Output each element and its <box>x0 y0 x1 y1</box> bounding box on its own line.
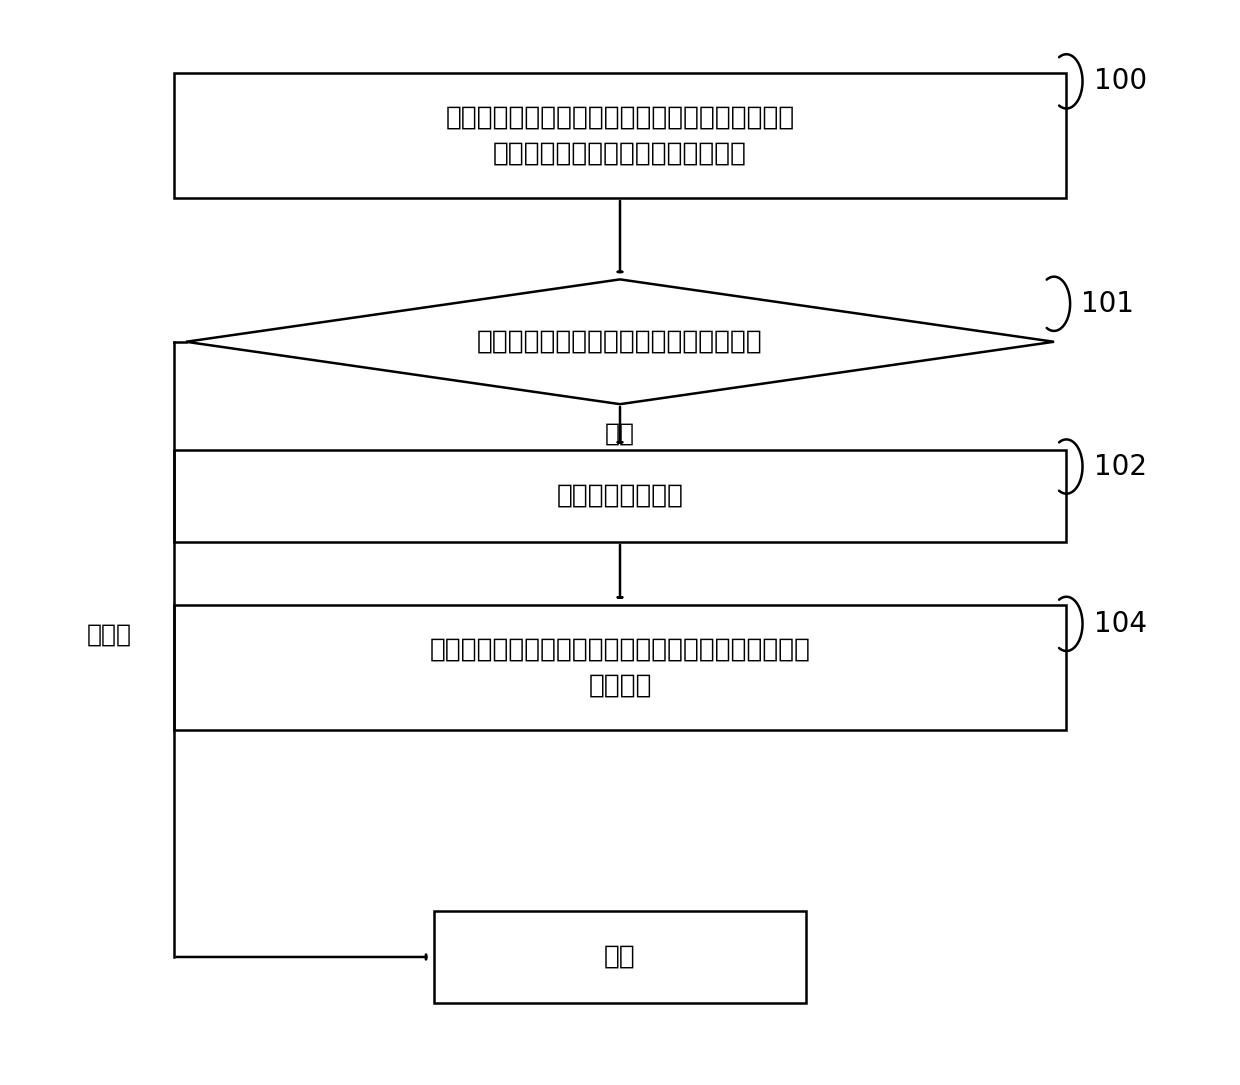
Text: 基于收到的终端日志和对应的所述网络设备标识，定位
网络故障: 基于收到的终端日志和对应的所述网络设备标识，定位 网络故障 <box>429 636 811 699</box>
Text: 不合法: 不合法 <box>87 623 131 647</box>
Bar <box>174 450 1066 541</box>
Bar <box>174 74 1066 197</box>
Bar <box>434 911 806 1003</box>
Text: 104: 104 <box>1094 610 1147 638</box>
Text: 101: 101 <box>1081 290 1135 318</box>
Text: 接收获取网络设备标识的请求信息；所述网络设备
标识，用于唯一标识对应的网络设备: 接收获取网络设备标识的请求信息；所述网络设备 标识，用于唯一标识对应的网络设备 <box>445 104 795 167</box>
Text: 100: 100 <box>1094 67 1147 95</box>
Text: 合法: 合法 <box>605 422 635 446</box>
Bar <box>174 605 1066 729</box>
Text: 反馈网络设备标识: 反馈网络设备标识 <box>557 483 683 509</box>
Text: 对所述请求信息发送端的合法性进行鉴权: 对所述请求信息发送端的合法性进行鉴权 <box>477 329 763 355</box>
Polygon shape <box>186 279 1054 404</box>
Text: 102: 102 <box>1094 452 1147 481</box>
Text: 结束: 结束 <box>604 944 636 970</box>
